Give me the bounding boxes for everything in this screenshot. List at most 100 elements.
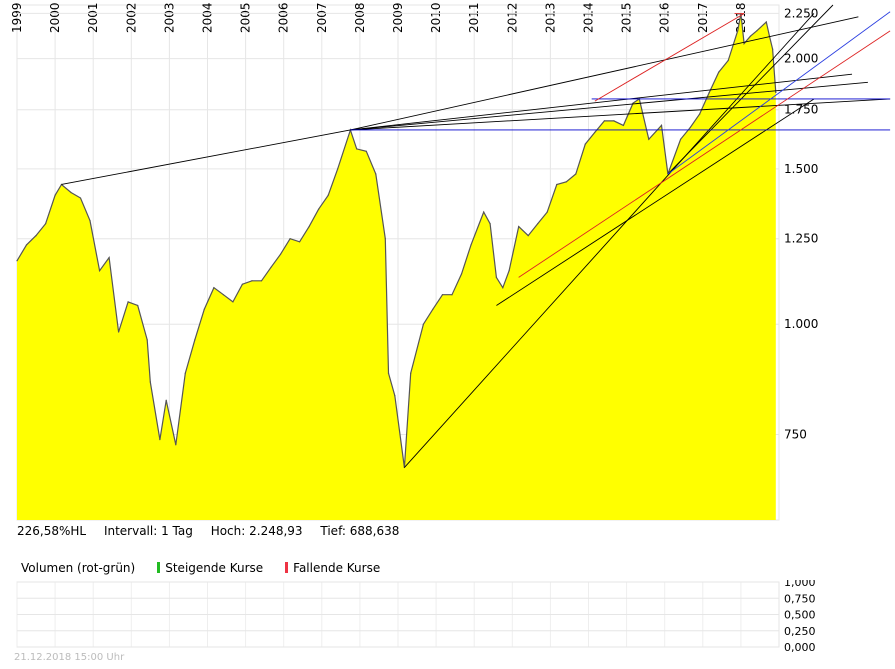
price-point (165, 399, 167, 401)
price-point (546, 211, 548, 213)
price-point (149, 381, 151, 383)
volume-chart: 1,000 0,750 0,500 0,250 0,000 (16, 580, 816, 652)
price-point (410, 372, 412, 374)
price-point (89, 220, 91, 222)
volume-y-tick-label: 0,000 (784, 641, 816, 652)
price-point (622, 124, 625, 126)
price-point (194, 339, 196, 341)
y-tick-label: 2.250 (784, 6, 818, 20)
price-point (44, 223, 47, 225)
price-point (127, 301, 129, 303)
x-tick-label: 2010 (429, 2, 443, 33)
trendline (61, 129, 351, 185)
price-point (594, 131, 596, 133)
x-tick-label: 2014 (582, 2, 596, 33)
rising-swatch (157, 562, 161, 573)
y-tick-label: 750 (784, 427, 807, 441)
price-point (222, 294, 224, 296)
price-point (270, 266, 272, 268)
price-point (213, 287, 215, 289)
trendline (350, 73, 853, 131)
price-point (460, 273, 463, 275)
price-point (537, 223, 539, 225)
x-tick-label: 2003 (162, 2, 176, 33)
trendline (518, 30, 891, 278)
x-tick-label: 2012 (505, 2, 519, 33)
price-point (337, 168, 339, 170)
trendline (667, 4, 834, 175)
price-point (775, 92, 777, 94)
price-point (508, 270, 510, 272)
trendline (667, 11, 891, 175)
price-point (108, 256, 110, 259)
price-point (660, 124, 663, 126)
price-point (756, 30, 758, 32)
x-tick-label: 2000 (48, 2, 62, 33)
x-tick-label: 2008 (353, 2, 367, 33)
interval-label: Intervall: 1 Tag (103, 524, 193, 538)
price-point (737, 30, 739, 32)
hl-percentage: 226,58%HL (17, 524, 87, 538)
trendline (496, 98, 815, 306)
price-point (365, 150, 367, 152)
low-value: Tief: 688,638 (320, 524, 400, 538)
volume-y-tick-label: 0,750 (784, 592, 816, 605)
price-point (251, 280, 253, 282)
price-point (70, 191, 72, 194)
y-tick-label: 1.250 (784, 232, 818, 246)
price-chart: 1999 2000 2001 2002 2003 2004 2005 2006 2007 2008… (10, 2, 891, 521)
price-point (356, 148, 358, 150)
price-point (54, 194, 56, 196)
price-point (451, 294, 453, 296)
trendline (350, 81, 868, 131)
x-tick-label: 2002 (124, 2, 138, 33)
price-point (749, 35, 752, 37)
high-value: Hoch: 2.248,93 (210, 524, 303, 538)
timestamp-footer: 21.12.2018 15:00 Uhr (14, 652, 125, 663)
price-point (772, 48, 774, 50)
price-point (159, 439, 161, 441)
volume-y-tick-label: 1,000 (784, 580, 816, 589)
price-point (470, 244, 472, 246)
price-point (441, 294, 444, 296)
price-point (679, 138, 682, 140)
x-tick-label: 2015 (620, 2, 634, 33)
price-point (232, 301, 234, 303)
price-point (279, 253, 282, 255)
price-point (175, 444, 177, 446)
trendline (404, 13, 815, 468)
x-tick-label: 2005 (239, 2, 253, 33)
price-point (318, 208, 320, 210)
volume-title: Volumen (rot-grün) (21, 561, 136, 575)
price-point (387, 372, 390, 374)
price-area (17, 13, 776, 520)
price-point (495, 276, 498, 278)
price-point (375, 173, 377, 175)
x-tick-label: 2004 (201, 2, 215, 33)
x-tick-label: 2016 (658, 2, 672, 33)
stats-row: 226,58%HL Intervall: 1 Tag Hoch: 2.248,9… (17, 524, 413, 538)
trendline (594, 13, 745, 102)
price-point (556, 183, 558, 186)
price-point (575, 173, 577, 175)
price-point (527, 235, 529, 237)
falling-swatch (285, 562, 289, 573)
price-point (79, 197, 82, 199)
price-point (184, 372, 186, 374)
x-tick-label: 2007 (315, 2, 329, 33)
rising-label: Steigende Kurse (165, 561, 264, 575)
price-point (118, 331, 120, 333)
price-point (384, 238, 386, 240)
price-point (308, 226, 310, 228)
x-tick-label: 1999 (10, 2, 24, 33)
price-point (137, 304, 139, 307)
price-point (16, 260, 18, 262)
trendline (350, 98, 891, 131)
price-point (483, 211, 485, 213)
volume-y-tick-label: 0,500 (784, 609, 816, 622)
y-tick-label: 1.500 (784, 162, 818, 176)
price-point (565, 181, 567, 183)
price-point (298, 241, 301, 243)
price-point (432, 308, 434, 310)
price-point (708, 92, 710, 94)
